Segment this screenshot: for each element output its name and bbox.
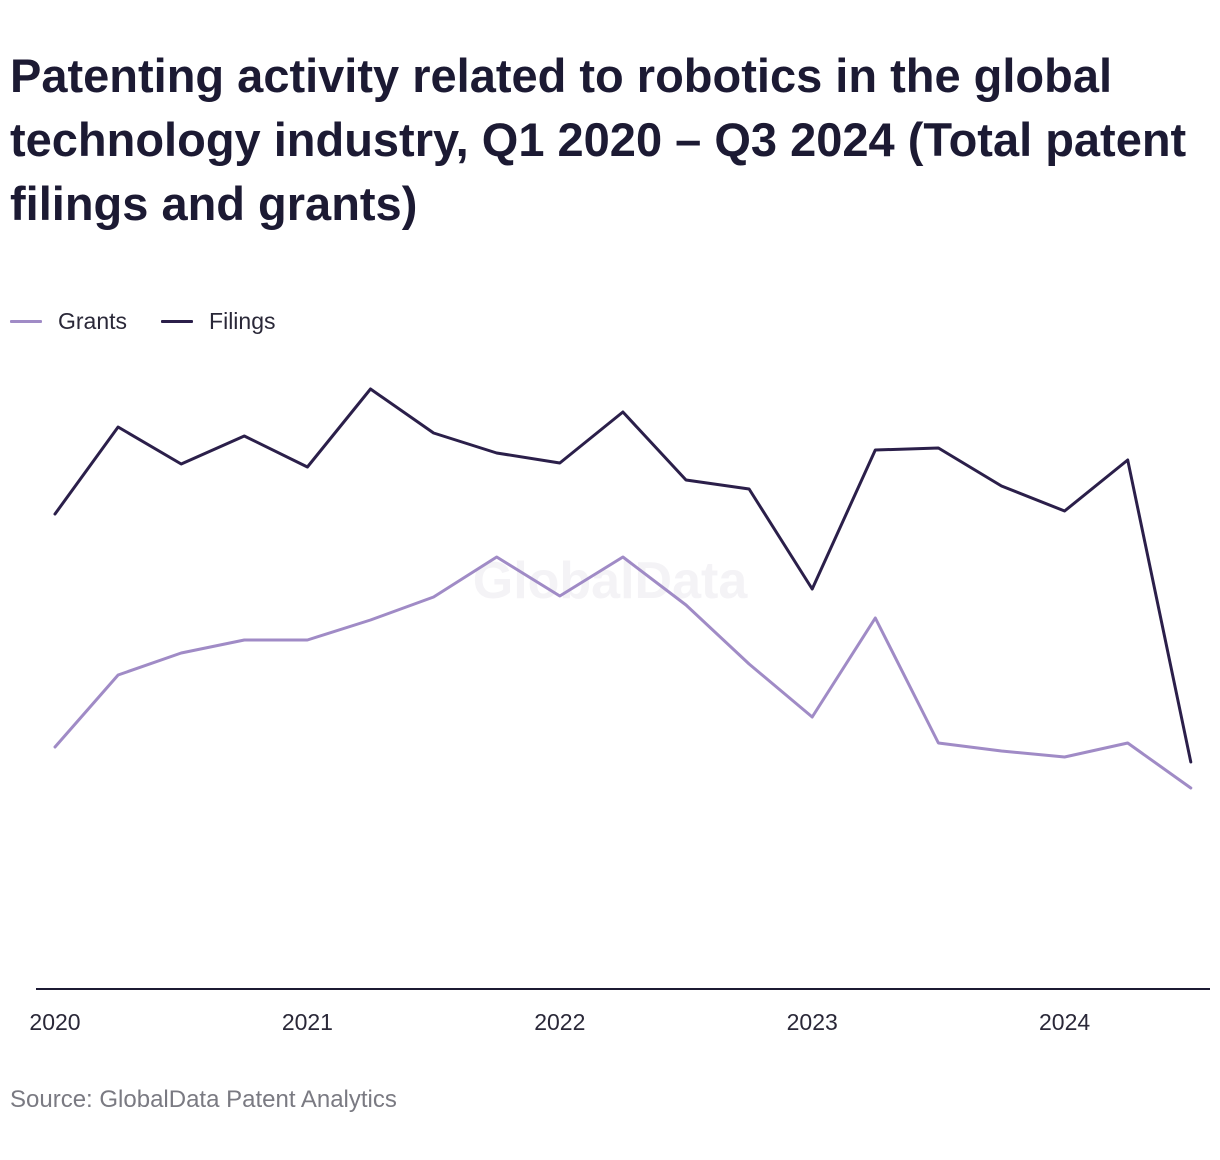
series-line-filings <box>53 387 1193 764</box>
data-point-filings[interactable] <box>238 430 250 442</box>
data-point-grants[interactable] <box>301 634 313 646</box>
data-point-filings[interactable] <box>49 508 61 520</box>
data-point-filings[interactable] <box>617 406 629 418</box>
data-point-grants[interactable] <box>365 614 377 626</box>
data-point-filings[interactable] <box>428 427 440 439</box>
legend-swatch-filings <box>161 319 194 323</box>
source-note: Source: GlobalData Patent Analytics <box>10 1086 397 1113</box>
legend-item-filings[interactable]: Filings <box>161 307 276 335</box>
data-point-grants[interactable] <box>617 551 629 563</box>
data-point-grants[interactable] <box>238 634 250 646</box>
series-layer <box>49 383 1197 794</box>
legend: Grants Filings <box>10 306 310 336</box>
x-tick-label: 2024 <box>1039 1009 1090 1035</box>
data-point-grants[interactable] <box>932 737 944 749</box>
data-point-grants[interactable] <box>806 711 818 723</box>
legend-label-grants: Grants <box>58 307 128 334</box>
data-point-filings[interactable] <box>1122 454 1134 466</box>
x-tick-label: 2021 <box>282 1009 333 1035</box>
data-point-filings[interactable] <box>301 461 313 473</box>
data-point-filings[interactable] <box>680 474 692 486</box>
data-point-grants[interactable] <box>1059 751 1071 763</box>
data-point-grants[interactable] <box>1185 782 1197 794</box>
data-point-grants[interactable] <box>428 591 440 603</box>
data-point-filings[interactable] <box>491 447 503 459</box>
data-point-grants[interactable] <box>112 669 124 681</box>
data-point-filings[interactable] <box>1185 756 1197 768</box>
x-tick-label: 2023 <box>787 1009 838 1035</box>
data-point-grants[interactable] <box>996 745 1008 757</box>
data-point-filings[interactable] <box>1059 505 1071 517</box>
x-tick-label: 2020 <box>29 1009 80 1035</box>
legend-item-grants[interactable]: Grants <box>10 308 127 335</box>
series-line-grants <box>53 555 1193 790</box>
data-point-grants[interactable] <box>554 590 566 602</box>
chart-title: Patenting activity related to robotics i… <box>10 49 1187 230</box>
line-chart: GlobalData 2020 2021 2022 2023 2024 <box>29 383 1210 1035</box>
data-point-filings[interactable] <box>175 458 187 470</box>
legend-swatch-grants <box>10 319 42 323</box>
data-point-filings[interactable] <box>365 383 377 395</box>
x-axis-ticks: 2020 2021 2022 2023 2024 <box>29 1009 1090 1035</box>
data-point-filings[interactable] <box>806 583 818 595</box>
data-point-filings[interactable] <box>743 483 755 495</box>
data-point-grants[interactable] <box>680 599 692 611</box>
data-point-grants[interactable] <box>743 658 755 670</box>
data-point-filings[interactable] <box>869 444 881 456</box>
watermark-text: GlobalData <box>473 552 749 610</box>
data-point-grants[interactable] <box>175 647 187 659</box>
data-point-filings[interactable] <box>112 421 124 433</box>
legend-label-filings: Filings <box>209 307 276 334</box>
data-point-filings[interactable] <box>932 442 944 454</box>
data-point-grants[interactable] <box>491 551 503 563</box>
data-point-grants[interactable] <box>869 612 881 624</box>
x-tick-label: 2022 <box>534 1009 585 1035</box>
data-point-filings[interactable] <box>554 457 566 469</box>
data-point-grants[interactable] <box>49 741 61 753</box>
data-point-filings[interactable] <box>996 480 1008 492</box>
data-point-grants[interactable] <box>1122 737 1134 749</box>
